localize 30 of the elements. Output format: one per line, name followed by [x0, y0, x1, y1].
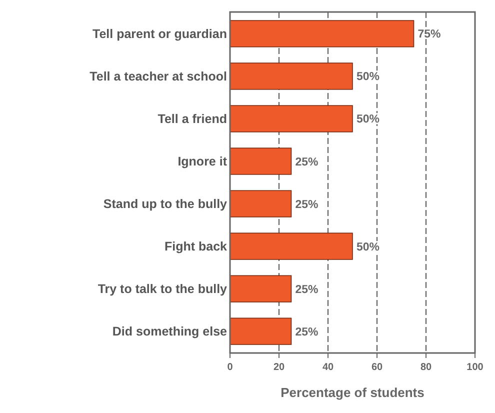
data-label: 25%	[295, 326, 318, 338]
y-tick-label: Ignore it	[178, 154, 228, 169]
x-axis-title: Percentage of students	[280, 385, 424, 400]
x-tick-label: 20	[273, 362, 285, 373]
bar	[230, 148, 292, 175]
y-tick-label: Tell a teacher at school	[90, 70, 227, 84]
bar	[230, 275, 292, 302]
bar	[230, 62, 353, 90]
y-tick-label: Did something else	[112, 324, 228, 339]
bar	[230, 20, 414, 48]
bar	[230, 318, 292, 345]
x-tick-label: 40	[322, 362, 334, 373]
data-label: 50%	[356, 241, 380, 254]
y-tick-label: Tell parent or guardian	[92, 27, 227, 42]
bar	[230, 190, 292, 218]
y-tick-label: Stand up to the bully	[103, 197, 228, 212]
y-tick-label: Tell a friend	[158, 112, 227, 126]
x-tick-label: 0	[227, 362, 234, 373]
y-tick-label: Try to talk to the bully	[98, 282, 228, 296]
data-label: 25%	[295, 284, 318, 296]
x-tick-label: 80	[420, 362, 432, 373]
bar	[230, 232, 353, 260]
y-tick-label: Fight back	[164, 240, 228, 254]
x-tick-label: 60	[371, 362, 383, 373]
x-tick-label: 100	[466, 362, 484, 373]
bar	[230, 105, 353, 132]
data-label: 50%	[356, 114, 380, 126]
data-label: 75%	[418, 28, 441, 41]
data-label: 25%	[295, 198, 318, 211]
data-label: 25%	[295, 156, 318, 168]
